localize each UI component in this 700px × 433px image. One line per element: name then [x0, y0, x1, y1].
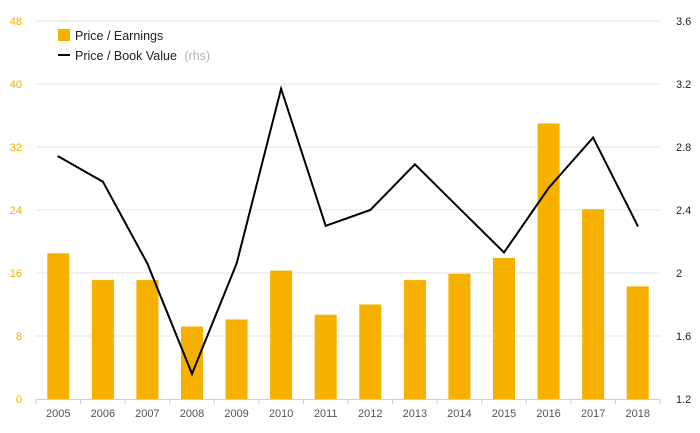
bar-2008	[181, 326, 203, 399]
x-tick-label-2007: 2007	[135, 408, 159, 420]
gridlines	[36, 20, 660, 337]
x-tick-label-2013: 2013	[403, 408, 427, 420]
y-right-tick-label: 3.2	[676, 79, 691, 91]
x-tick-label-2005: 2005	[46, 408, 70, 420]
line-point-2014	[458, 207, 461, 210]
y-left-tick-label: 40	[10, 79, 22, 91]
legend-label-price-book-suffix: (rhs)	[184, 49, 210, 63]
line-price-book	[57, 85, 639, 377]
bar-2013	[403, 280, 426, 399]
bar-2017	[582, 209, 605, 399]
x-tick-label-2016: 2016	[536, 408, 560, 420]
x-tick-label-2012: 2012	[358, 408, 382, 420]
line-point-2015	[503, 251, 505, 254]
bar-2011	[314, 314, 337, 399]
bar-2010	[270, 270, 293, 399]
x-axis: 2005 2006 2007 2008 2009 2010 2011 2012 2013 2014…	[35, 399, 661, 420]
x-tick-label-2010: 2010	[269, 408, 293, 420]
line-point-2006	[101, 180, 104, 183]
x-tick-label-2011: 2011	[314, 408, 338, 420]
line-point-2011	[324, 224, 327, 227]
x-tick-label-2017: 2017	[581, 408, 605, 420]
line-point-2013	[413, 163, 416, 166]
line-point-2017	[592, 136, 595, 139]
bar-2006	[91, 280, 114, 399]
x-tick-label-2018: 2018	[625, 408, 649, 420]
y-left-tick-label: 0	[16, 394, 22, 406]
y-right-tick-label: 2.4	[676, 205, 691, 217]
y-left-tick-label: 24	[10, 205, 22, 217]
x-tick-label-2009: 2009	[224, 408, 248, 420]
x-tick-label-2015: 2015	[492, 408, 516, 420]
line-point-2008	[191, 372, 193, 375]
legend-label-price-book-name: Price / Book Value	[75, 49, 177, 63]
y-axis-right: 1.2 1.6 2 2.4 2.8 3.2 3.6	[676, 16, 691, 406]
y-right-tick-label: 2	[676, 268, 682, 280]
y-right-tick-label: 1.2	[676, 394, 691, 406]
bars-price-earnings	[47, 123, 649, 399]
line-point-2007	[146, 262, 149, 265]
bar-2018	[626, 286, 649, 399]
series-line-price-book	[57, 85, 639, 377]
y-right-tick-label: 3.6	[676, 16, 691, 28]
bar-2009	[225, 319, 248, 399]
line-point-2018	[636, 224, 639, 227]
y-left-tick-label: 48	[10, 16, 22, 28]
line-point-2010	[280, 87, 283, 90]
x-tick-label-2014: 2014	[447, 408, 471, 420]
x-tick-label-2008: 2008	[180, 408, 204, 420]
legend-label-price-earnings: Price / Earnings	[75, 29, 163, 43]
y-axis-left: 0 8 16 24 32 40 48	[10, 16, 22, 406]
bar-2007	[136, 280, 159, 399]
line-point-2009	[235, 262, 238, 265]
y-left-tick-label: 16	[10, 268, 22, 280]
bar-2012	[359, 304, 382, 399]
legend-swatch-price-earnings	[58, 29, 70, 41]
y-right-tick-label: 1.6	[676, 331, 691, 343]
legend-label-price-book: Price / Book Value (rhs)	[75, 49, 210, 63]
bar-2014	[448, 273, 471, 399]
bar-2016	[537, 123, 560, 399]
legend: Price / Earnings Price / Book Value (rhs…	[58, 29, 210, 63]
y-right-tick-label: 2.8	[676, 142, 691, 154]
y-left-tick-label: 8	[16, 331, 22, 343]
y-left-tick-label: 32	[10, 142, 22, 154]
bar-2005	[47, 253, 70, 399]
x-tick-label-2006: 2006	[91, 408, 115, 420]
line-point-2012	[369, 209, 372, 211]
bar-2015	[493, 258, 515, 399]
line-point-2016	[547, 186, 550, 189]
line-point-2005	[57, 155, 60, 158]
